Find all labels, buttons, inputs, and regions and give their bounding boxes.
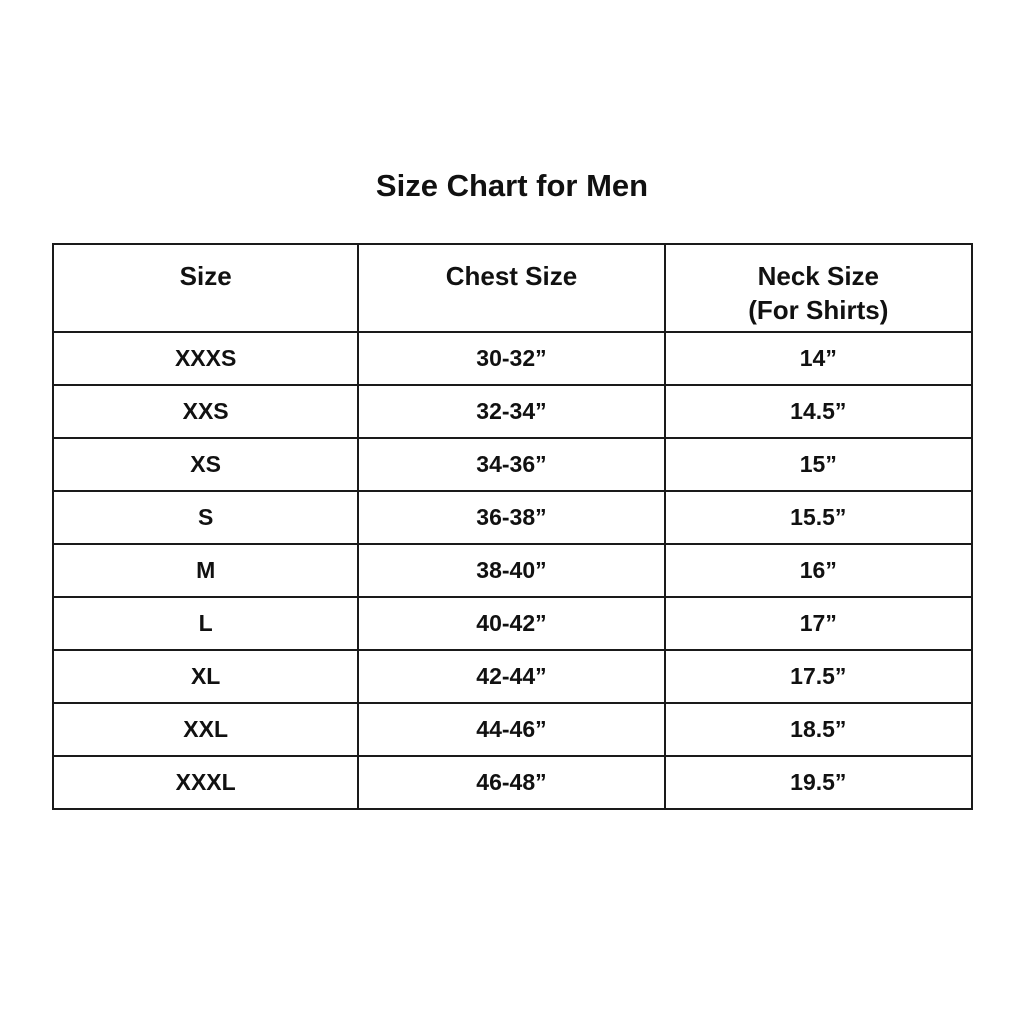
chest-size-cell: 42-44” bbox=[357, 649, 666, 704]
header-neck-size: Neck Size (For Shirts) bbox=[663, 243, 974, 333]
table-row: S 36-38” 15.5” bbox=[51, 490, 974, 545]
page-title: Size Chart for Men bbox=[375, 168, 649, 203]
size-table: Size Chest Size Neck Size (For Shirts) XX… bbox=[51, 243, 974, 810]
header-chest-size: Chest Size bbox=[357, 243, 666, 333]
size-cell: XXXS bbox=[51, 331, 360, 386]
chest-size-cell: 44-46” bbox=[357, 702, 666, 757]
size-cell: XXXL bbox=[51, 755, 360, 810]
neck-size-cell: 14.5” bbox=[663, 384, 974, 439]
chest-size-cell: 34-36” bbox=[357, 437, 666, 492]
table-row: XXS 32-34” 14.5” bbox=[51, 384, 974, 439]
chest-size-cell: 32-34” bbox=[357, 384, 666, 439]
table-row: XS 34-36” 15” bbox=[51, 437, 974, 492]
neck-size-cell: 17” bbox=[663, 596, 974, 651]
size-cell: L bbox=[51, 596, 360, 651]
table-row: L 40-42” 17” bbox=[51, 596, 974, 651]
table-row: M 38-40” 16” bbox=[51, 543, 974, 598]
header-row: Size Chest Size Neck Size (For Shirts) bbox=[51, 243, 974, 333]
chest-size-cell: 38-40” bbox=[357, 543, 666, 598]
size-cell: S bbox=[51, 490, 360, 545]
table-row: XL 42-44” 17.5” bbox=[51, 649, 974, 704]
chest-size-cell: 30-32” bbox=[357, 331, 666, 386]
size-cell: XL bbox=[51, 649, 360, 704]
header-neck-size-label: Neck Size bbox=[757, 261, 880, 291]
neck-size-cell: 14” bbox=[663, 331, 974, 386]
size-cell: XS bbox=[51, 437, 360, 492]
table-row: XXL 44-46” 18.5” bbox=[51, 702, 974, 757]
neck-size-cell: 16” bbox=[663, 543, 974, 598]
neck-size-cell: 19.5” bbox=[663, 755, 974, 810]
size-cell: M bbox=[51, 543, 360, 598]
size-cell: XXS bbox=[51, 384, 360, 439]
header-neck-size-note: (For Shirts) bbox=[748, 295, 889, 325]
neck-size-cell: 18.5” bbox=[663, 702, 974, 757]
neck-size-cell: 17.5” bbox=[663, 649, 974, 704]
chest-size-cell: 40-42” bbox=[357, 596, 666, 651]
chest-size-cell: 46-48” bbox=[357, 755, 666, 810]
neck-size-cell: 15” bbox=[663, 437, 974, 492]
header-size: Size bbox=[51, 243, 360, 333]
size-cell: XXL bbox=[51, 702, 360, 757]
chest-size-cell: 36-38” bbox=[357, 490, 666, 545]
neck-size-cell: 15.5” bbox=[663, 490, 974, 545]
table-row: XXXS 30-32” 14” bbox=[51, 331, 974, 386]
table-row: XXXL 46-48” 19.5” bbox=[51, 755, 974, 810]
